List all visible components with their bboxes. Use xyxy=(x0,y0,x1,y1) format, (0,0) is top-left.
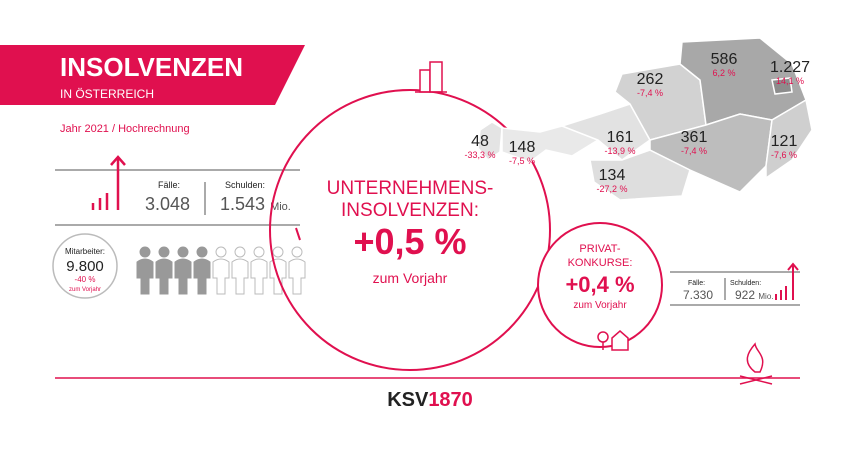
note: zum Vorjahr xyxy=(373,270,448,286)
person-body xyxy=(193,258,211,295)
person-body xyxy=(174,258,192,295)
person-icon xyxy=(193,246,211,295)
region-shape xyxy=(501,125,600,163)
person-icon xyxy=(136,246,154,295)
change: +0,4 % xyxy=(565,272,634,297)
building-icon xyxy=(415,61,447,93)
region-value: 134 xyxy=(599,167,626,184)
unit: Mio. xyxy=(270,201,291,213)
note: zum Vorjahr xyxy=(69,287,101,293)
person-icon xyxy=(212,246,230,295)
person-body xyxy=(212,258,230,295)
heading: PRIVAT- xyxy=(579,243,620,255)
person-body xyxy=(250,258,268,295)
person-icon xyxy=(250,246,268,295)
person-icon xyxy=(288,246,306,295)
region-value: 586 xyxy=(711,51,738,68)
person-icon xyxy=(231,246,249,295)
logo-part: KSV xyxy=(387,389,429,411)
people-icons xyxy=(136,246,306,295)
region-labels: 48-33,3 % 148-7,5 % 161-13,9 % 134-27,2 % 26… xyxy=(464,51,810,194)
corporate-circle xyxy=(269,89,551,371)
unit: Mio. xyxy=(758,292,773,301)
logo-part: 1870 xyxy=(428,389,473,411)
logo: KSV1870 xyxy=(387,389,473,411)
region-change: -7,6 % xyxy=(771,150,797,160)
change: +0,5 % xyxy=(353,221,466,262)
company-box xyxy=(55,169,300,226)
region-change: -7,4 % xyxy=(681,146,707,156)
region-value: 1.227 xyxy=(770,59,810,76)
region-value: 48 xyxy=(471,133,489,150)
region-change: 6,2 % xyxy=(712,68,735,78)
label: Fälle: xyxy=(688,280,705,287)
value: 7.330 xyxy=(683,288,713,302)
person-head xyxy=(158,246,170,258)
region-change: 14,1 % xyxy=(776,76,804,86)
change: -40 % xyxy=(75,275,96,284)
heading: KONKURSE: xyxy=(568,257,633,269)
region-value: 361 xyxy=(681,129,708,146)
austria-map xyxy=(477,37,813,201)
value: 922 xyxy=(735,288,755,302)
person-head xyxy=(272,246,284,258)
value: 1.543 Mio. xyxy=(220,194,291,214)
label: Mitarbeiter: xyxy=(65,247,105,256)
fire-icon xyxy=(739,342,773,385)
growth-icon xyxy=(775,262,799,300)
private-circle xyxy=(537,222,663,348)
label: Schulden: xyxy=(730,280,761,287)
person-head xyxy=(234,246,246,258)
region-change: -13,9 % xyxy=(604,146,635,156)
region-shape xyxy=(771,77,793,95)
value: 3.048 xyxy=(145,194,190,214)
house-icon xyxy=(597,330,629,351)
region-change: -27,2 % xyxy=(596,184,627,194)
value: 9.800 xyxy=(66,258,104,275)
person-icon xyxy=(174,246,192,295)
heading: UNTERNEHMENS- xyxy=(327,178,494,199)
person-head xyxy=(253,246,265,258)
region-change: -7,5 % xyxy=(509,156,535,166)
growth-icon xyxy=(91,155,126,210)
person-head xyxy=(196,246,208,258)
header-banner xyxy=(0,45,305,105)
note: zum Vorjahr xyxy=(573,300,627,311)
region-shape xyxy=(765,98,813,180)
person-head xyxy=(177,246,189,258)
employee-circle xyxy=(52,233,118,299)
subtitle: IN ÖSTERREICH xyxy=(60,87,154,101)
value: 922 Mio. xyxy=(735,288,774,302)
region-shape xyxy=(477,121,503,161)
person-body xyxy=(231,258,249,295)
accent-line xyxy=(295,227,301,241)
region-value: 148 xyxy=(509,139,536,156)
label: Schulden: xyxy=(225,180,265,190)
person-head xyxy=(215,246,227,258)
region-value: 161 xyxy=(607,129,634,146)
label: Fälle: xyxy=(158,180,180,190)
value: 1.543 xyxy=(220,194,265,214)
person-head xyxy=(139,246,151,258)
person-body xyxy=(136,258,154,295)
person-icon xyxy=(155,246,173,295)
person-body xyxy=(288,258,306,295)
region-value: 121 xyxy=(771,133,798,150)
person-head xyxy=(291,246,303,258)
person-body xyxy=(155,258,173,295)
region-change: -7,4 % xyxy=(637,88,663,98)
heading: INSOLVENZEN: xyxy=(341,200,479,221)
note: Jahr 2021 / Hochrechnung xyxy=(60,123,190,135)
private-box xyxy=(670,271,800,306)
region-value: 262 xyxy=(637,71,664,88)
region-shape xyxy=(589,149,691,201)
title: INSOLVENZEN xyxy=(60,52,243,82)
region-change: -33,3 % xyxy=(464,150,495,160)
